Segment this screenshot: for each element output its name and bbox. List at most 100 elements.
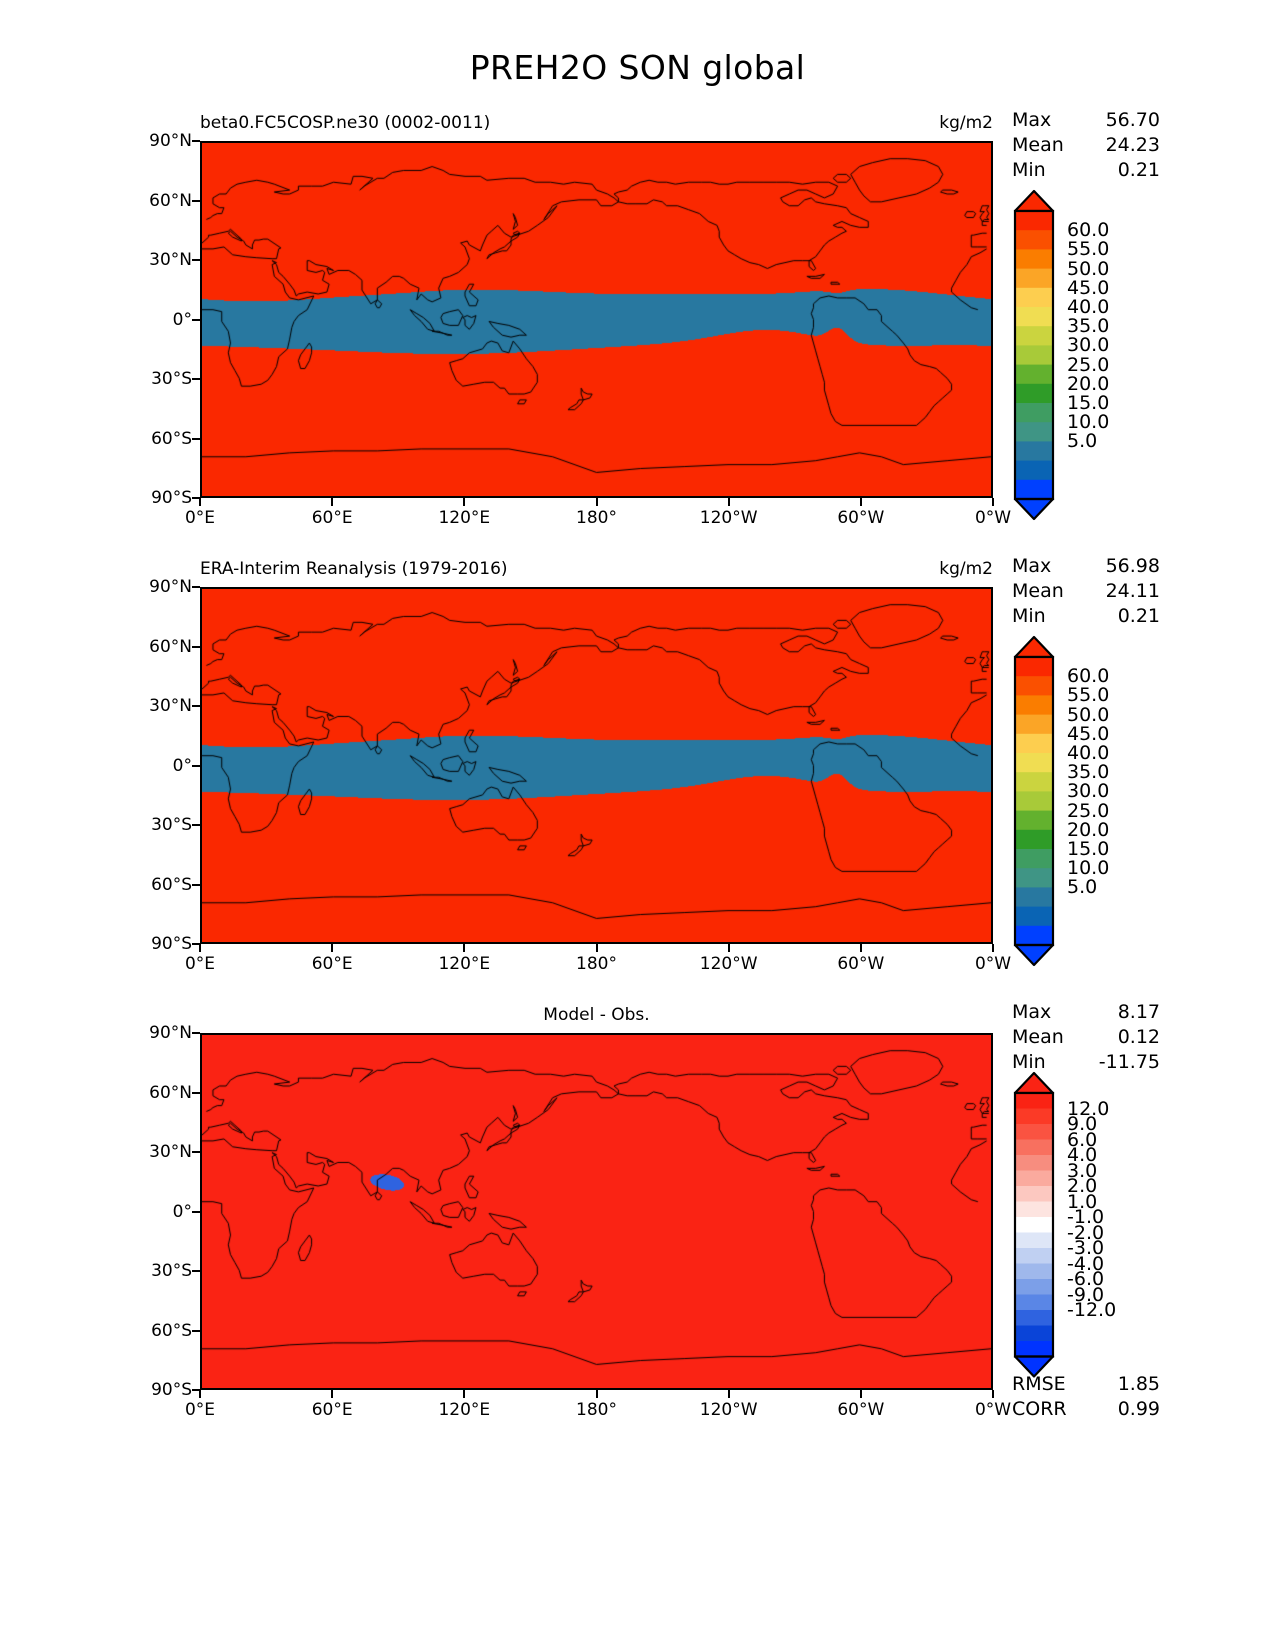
stat-value: 8.17 [1117, 1001, 1160, 1023]
lon-tick-label: 120°W [699, 1400, 758, 1420]
lon-tick-mark [463, 944, 466, 952]
lat-tick-label: 60°S [151, 1320, 192, 1341]
lon-tick-label: 120°W [699, 508, 758, 528]
colorbar-tick-label: 55.0 [1067, 684, 1110, 707]
lon-tick-mark [992, 944, 994, 952]
colorbar-segment [1015, 479, 1053, 500]
lat-tick-label: 60°N [149, 1082, 192, 1103]
map-field-obs [202, 589, 991, 942]
lat-tick-label: 90°S [151, 488, 192, 508]
lon-tick-mark [331, 944, 334, 952]
lat-tick-mark [192, 1329, 200, 1332]
lat-tick-mark [192, 1091, 200, 1094]
stat-label: Mean [1012, 580, 1064, 602]
lon-tick-label: 60°E [311, 508, 353, 528]
colorbar-segment [1015, 1341, 1053, 1358]
stat-label: Mean [1012, 134, 1064, 156]
colorbar-tick-label: 15.0 [1067, 838, 1110, 860]
colorbar-segment [1015, 307, 1053, 327]
colorbar-tick-label: -4.0 [1067, 1252, 1105, 1275]
lat-tick-label: 0° [172, 755, 192, 776]
lat-tick-label: 0° [172, 309, 192, 330]
lat-tick-mark [192, 1032, 200, 1034]
lon-tick-label: 0°W [974, 508, 1012, 528]
lat-tick-mark [192, 1270, 200, 1272]
stat-value: 56.98 [1105, 555, 1160, 577]
colorbar-segment [1015, 810, 1053, 831]
lat-tick-label: 30°S [151, 1261, 192, 1281]
colorbar-segment [1015, 1201, 1053, 1218]
lon-tick-mark [199, 1390, 201, 1398]
colorbar-segment [1015, 887, 1053, 908]
lat-tick-label: 30°S [151, 815, 192, 835]
colorbar-segment [1015, 268, 1053, 289]
lat-tick-mark [192, 199, 200, 202]
lon-tick-mark [992, 1390, 994, 1398]
colorbar-obs: 60.0 55.0 50.0 45.0 40.0 35.0 30.0 25.0 20.0 15.0… [1013, 635, 1109, 967]
colorbar-difference: 12.0 9.0 6.0 4.0 3.0 2.0 1.0 -1.0 -2.0 -3.0 -4.0 -6… [1013, 1071, 1116, 1379]
stat-value: 24.23 [1105, 134, 1160, 156]
colorbar-tick-label: 20.0 [1067, 372, 1110, 395]
lat-tick-label: 90°N [149, 577, 192, 597]
colorbar-tick-label: 20.0 [1067, 818, 1110, 841]
colorbar-tick-label: 45.0 [1067, 722, 1110, 745]
lon-tick-mark [199, 944, 201, 952]
stat-label: Min [1012, 159, 1046, 181]
lon-tick-mark [859, 498, 862, 506]
lon-tick-mark [859, 1390, 862, 1398]
colorbar-tick-label: 10.0 [1067, 411, 1110, 434]
colorbar-segment [1015, 230, 1053, 250]
colorbar-tick-label: 5.0 [1067, 876, 1098, 899]
stat-label: Max [1012, 1001, 1052, 1023]
stat-label: Max [1012, 109, 1052, 131]
colorbar-tick-label: -1.0 [1067, 1206, 1105, 1228]
panel-title-obs: ERA-Interim Reanalysis (1979-2016) [200, 559, 508, 579]
colorbar-segment [1015, 753, 1053, 773]
lon-tick-label: 60°E [311, 1400, 353, 1420]
lat-tick-mark [192, 1151, 200, 1153]
colorbar-segment [1015, 460, 1053, 481]
stat-value: 0.21 [1117, 605, 1160, 627]
stat-value: -11.75 [1098, 1051, 1160, 1073]
colorbar-segment [1015, 1170, 1053, 1187]
lon-tick-label: 120°E [438, 508, 491, 528]
lat-tick-mark [192, 586, 200, 588]
lat-tick-mark [192, 764, 200, 767]
colorbar-segment [1015, 249, 1053, 270]
colorbar-tick-label: -2.0 [1067, 1221, 1105, 1244]
colorbar-segment [1015, 1124, 1053, 1141]
lat-tick-label: 0° [172, 1201, 192, 1222]
colorbar-tick-label: 25.0 [1067, 799, 1110, 822]
colorbar-model: 60.0 55.0 50.0 45.0 40.0 35.0 30.0 25.0 20.0 15.0… [1013, 189, 1109, 521]
colorbar-graphic-obs [1013, 635, 1055, 967]
colorbar-tick-label: 15.0 [1067, 392, 1110, 414]
lat-tick-label: 90°S [151, 1380, 192, 1400]
stat-label: Max [1012, 555, 1052, 577]
colorbar-tick-label: -3.0 [1067, 1237, 1105, 1259]
colorbar-segment [1015, 772, 1053, 792]
lon-tick-label: 120°E [438, 1400, 491, 1420]
colorbar-segment [1015, 1139, 1053, 1156]
stat-label: Min [1012, 1051, 1046, 1073]
lon-tick-mark [595, 1390, 598, 1398]
map-area-difference [200, 1033, 993, 1390]
map-panel-model: beta0.FC5COSP.ne30 (0002-0011) kg/m2 90°N 6… [149, 113, 1011, 528]
colorbar-segment [1015, 1155, 1053, 1172]
lon-tick-mark [463, 1390, 466, 1398]
stat-label: Mean [1012, 1026, 1064, 1048]
lon-tick-mark [331, 498, 334, 506]
colorbar-segment [1015, 925, 1053, 946]
colorbar-segment [1015, 326, 1053, 346]
lon-tick-mark [727, 944, 730, 952]
colorbar-segment [1015, 364, 1053, 385]
colorbar-tick-label: 55.0 [1067, 238, 1110, 261]
lon-tick-label: 180° [576, 954, 617, 974]
colorbar-tick-label: 40.0 [1067, 296, 1110, 318]
lon-tick-label: 0°E [184, 1400, 216, 1420]
colorbar-tick-label: 50.0 [1067, 703, 1110, 726]
lat-tick-mark [192, 140, 200, 142]
colorbar-tick-label: 9.0 [1067, 1113, 1098, 1135]
lon-tick-mark [595, 498, 598, 506]
colorbar-tick-label: 40.0 [1067, 742, 1110, 764]
lon-tick-label: 60°W [837, 1400, 885, 1420]
